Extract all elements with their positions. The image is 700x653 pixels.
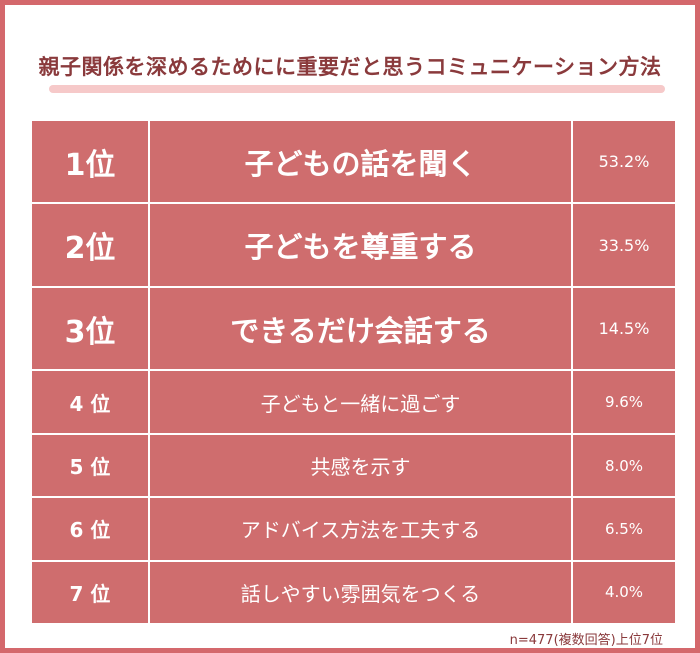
percent-cell: 33.5% [571, 202, 677, 288]
method-cell: 子どもを尊重する [148, 202, 573, 288]
table-row: 3位 できるだけ会話する 14.5% [30, 285, 677, 372]
rank-cell: 7 位 [30, 559, 150, 626]
title-wrap: 親子関係を深めるためにに重要だと思うコミュニケーション方法 [5, 51, 695, 81]
rank-cell: 6 位 [30, 496, 150, 562]
percent-cell: 8.0% [571, 432, 677, 499]
percent-cell: 9.6% [571, 369, 677, 435]
rank-cell: 2位 [30, 202, 150, 288]
method-cell: できるだけ会話する [148, 285, 573, 372]
rank-cell: 4 位 [30, 369, 150, 435]
table-row: 2位 子どもを尊重する 33.5% [30, 202, 677, 288]
percent-cell: 4.0% [571, 559, 677, 626]
rank-cell: 3位 [30, 285, 150, 372]
title-underline [49, 85, 665, 93]
method-cell: 話しやすい雰囲気をつくる [148, 559, 573, 626]
percent-cell: 14.5% [571, 285, 677, 372]
percent-cell: 53.2% [571, 118, 677, 205]
method-cell: 共感を示す [148, 432, 573, 499]
page-title: 親子関係を深めるためにに重要だと思うコミュニケーション方法 [38, 55, 662, 79]
method-cell: アドバイス方法を工夫する [148, 496, 573, 562]
table-row: 1位 子どもの話を聞く 53.2% [30, 118, 677, 205]
table-row: 6 位 アドバイス方法を工夫する 6.5% [30, 496, 677, 562]
table-row: 5 位 共感を示す 8.0% [30, 432, 677, 499]
rank-cell: 1位 [30, 118, 150, 205]
table-row: 4 位 子どもと一緒に過ごす 9.6% [30, 369, 677, 435]
method-cell: 子どもの話を聞く [148, 118, 573, 205]
table-row: 7 位 話しやすい雰囲気をつくる 4.0% [30, 559, 677, 626]
method-cell: 子どもと一緒に過ごす [148, 369, 573, 435]
ranking-table: 1位 子どもの話を聞く 53.2% 2位 子どもを尊重する 33.5% 3位 で… [30, 118, 677, 626]
sample-note: n=477(複数回答)上位7位 [509, 633, 663, 648]
rank-cell: 5 位 [30, 432, 150, 499]
percent-cell: 6.5% [571, 496, 677, 562]
